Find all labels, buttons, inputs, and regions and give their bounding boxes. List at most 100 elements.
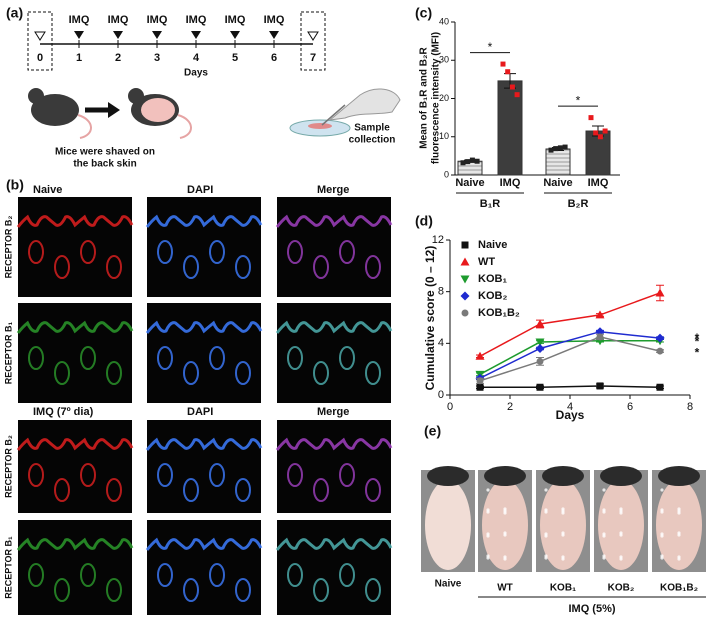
x-tick-label: 2	[507, 401, 513, 413]
series-line	[479, 336, 661, 382]
scale	[486, 532, 490, 536]
data-point	[535, 338, 545, 347]
follicle	[183, 255, 199, 279]
follicle	[157, 463, 173, 487]
day-label: 0	[37, 52, 43, 64]
micrograph	[16, 303, 134, 403]
data-point	[465, 159, 471, 165]
tissue-edge	[16, 214, 134, 228]
follicle	[209, 463, 225, 487]
follicle	[313, 578, 329, 602]
y-tick-label: 40	[439, 16, 449, 26]
tissue-edge	[145, 214, 263, 228]
photo	[536, 466, 590, 572]
y-axis-title: fluorescence intensity (MFI)	[431, 32, 442, 164]
scale	[486, 488, 490, 492]
micrograph-bg	[147, 420, 261, 513]
row-label: RECEPTOR B₂	[3, 435, 13, 498]
data-point	[505, 69, 511, 75]
caption: Mice were shaved on	[55, 147, 155, 158]
series-line	[480, 385, 661, 388]
bar	[545, 148, 571, 176]
micrograph	[275, 197, 393, 297]
follicle	[287, 240, 303, 264]
follicle	[106, 478, 122, 502]
micrograph-bg	[18, 197, 132, 297]
follicle	[106, 578, 122, 602]
follicle	[209, 346, 225, 370]
scale	[602, 554, 606, 558]
skin	[482, 480, 528, 570]
day-label: 3	[154, 52, 160, 64]
follicle	[157, 240, 173, 264]
follicle	[183, 361, 199, 385]
photo-label: Naive	[435, 579, 462, 590]
scale	[677, 507, 681, 511]
panel-label: (a)	[6, 5, 23, 21]
follicle	[365, 255, 381, 279]
y-tick-label: 30	[439, 55, 449, 65]
micrograph	[145, 197, 263, 297]
scale	[619, 555, 623, 559]
data-point	[595, 310, 605, 319]
follicle	[54, 255, 70, 279]
day-label: 5	[232, 52, 238, 64]
caption: collection	[349, 135, 396, 146]
data-point	[656, 347, 664, 355]
photo	[478, 466, 532, 572]
panel-label: (d)	[415, 213, 433, 229]
panel-label: (b)	[6, 177, 24, 193]
column-header: Merge	[317, 184, 349, 196]
follicle	[80, 346, 96, 370]
follicle	[157, 346, 173, 370]
data-point	[474, 158, 480, 164]
x-tick-label: Naive	[455, 177, 484, 189]
x-tick-label: 4	[567, 401, 573, 413]
micrograph	[16, 197, 134, 297]
scale	[561, 555, 565, 559]
y-tick-label: 12	[432, 234, 444, 246]
photo-label: KOB₂	[608, 583, 635, 594]
row-label: RECEPTOR B₂	[3, 216, 13, 279]
skin	[425, 480, 471, 570]
follicle	[365, 578, 381, 602]
micrograph	[275, 520, 393, 615]
day-label: 6	[271, 52, 277, 64]
imq-marker	[74, 31, 84, 39]
day-label: 7	[310, 52, 316, 64]
scale	[677, 531, 681, 535]
follicle	[339, 563, 355, 587]
scale	[544, 488, 548, 492]
legend-marker	[460, 275, 470, 284]
start-marker	[34, 31, 46, 41]
follicle	[54, 578, 70, 602]
data-point	[655, 333, 665, 343]
imq-marker	[230, 31, 240, 39]
micrograph-bg	[277, 520, 391, 615]
significance: *	[695, 334, 700, 348]
fur	[658, 466, 700, 486]
significance: *	[576, 93, 581, 107]
micrograph	[16, 420, 134, 513]
imq-marker	[113, 31, 123, 39]
data-point	[596, 333, 604, 341]
legend-marker	[461, 241, 469, 249]
significance: *	[695, 331, 700, 345]
column-header: IMQ (7º dia)	[33, 406, 94, 418]
group-label: IMQ (5%)	[568, 603, 615, 615]
legend-marker	[461, 309, 469, 317]
data-point	[536, 357, 544, 365]
data-point	[536, 383, 544, 391]
micrograph-bg	[18, 520, 132, 615]
micrograph-bg	[147, 520, 261, 615]
series-line	[479, 330, 661, 379]
group-label: B₂R	[568, 198, 589, 210]
follicle	[106, 255, 122, 279]
micrograph-bg	[18, 303, 132, 403]
data-point	[553, 146, 559, 152]
day-label: 4	[193, 52, 200, 64]
fur	[484, 466, 526, 486]
follicle	[80, 463, 96, 487]
tissue-edge	[16, 437, 134, 451]
caption: Sample	[354, 123, 390, 134]
